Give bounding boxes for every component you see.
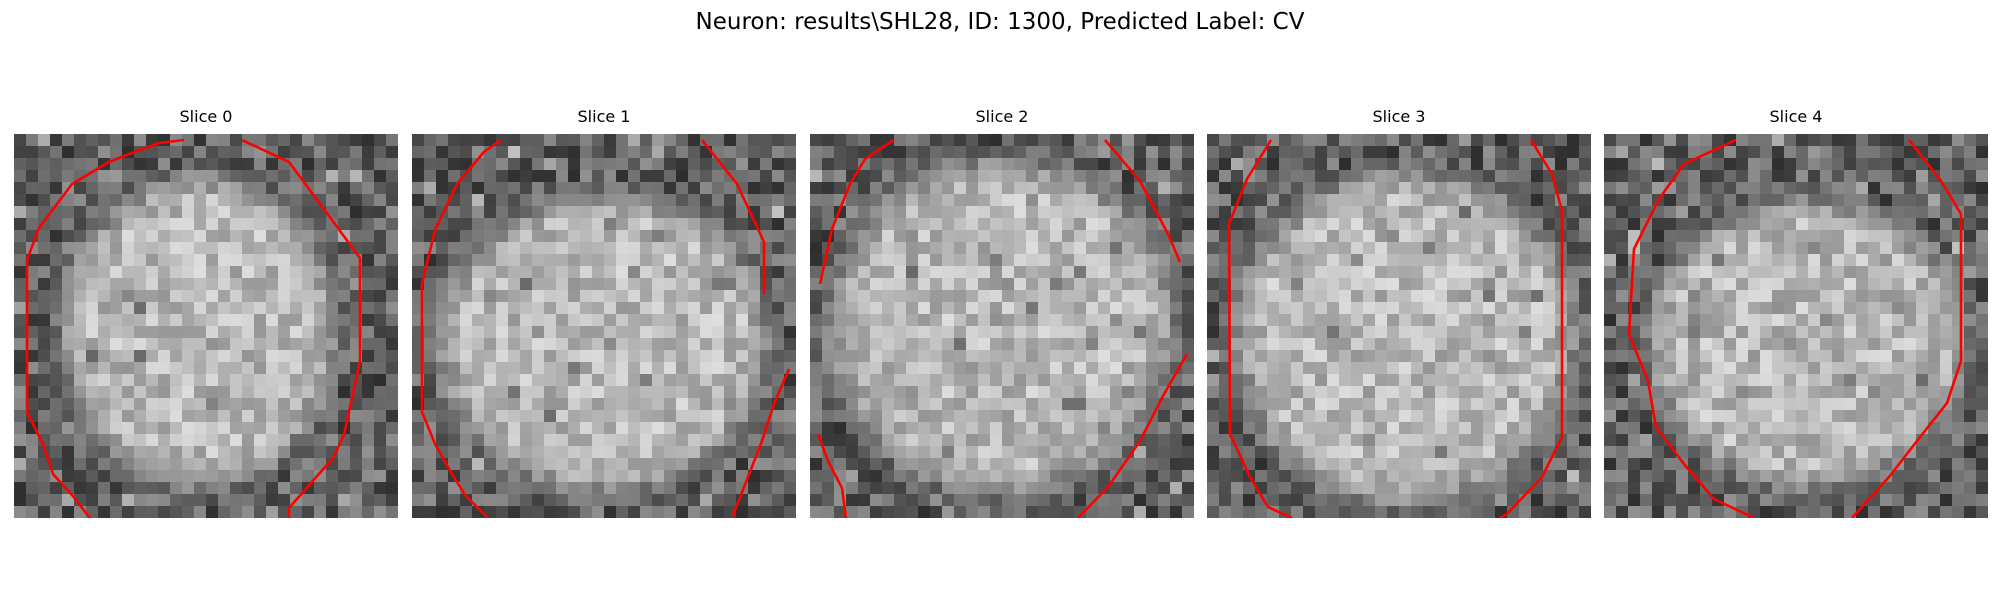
figure-title: Neuron: results\SHL28, ID: 1300, Predict… [695, 9, 1305, 35]
slice-title: Slice 2 [975, 107, 1029, 126]
slice-panel-3: Slice 3 [1207, 107, 1591, 518]
slice-image [810, 134, 1194, 518]
cell-contour-line [420, 138, 502, 518]
cell-contour-line [1627, 138, 1755, 518]
cell-contour-line [1499, 139, 1564, 518]
slice-panel-4: Slice 4 [1604, 107, 1988, 518]
cell-contour-line [730, 368, 791, 518]
cell-contour-line [816, 433, 848, 518]
slice-title: Slice 1 [577, 107, 631, 126]
slice-image [412, 134, 796, 518]
slice-title: Slice 3 [1372, 107, 1426, 126]
slice-title: Slice 0 [179, 107, 233, 126]
cell-contour-line [700, 139, 766, 294]
slice-panel-2: Slice 2 [810, 107, 1194, 518]
cell-contour-line [1077, 353, 1189, 518]
slice-image [1207, 134, 1591, 518]
slice-title: Slice 4 [1769, 107, 1823, 126]
slice-image [14, 134, 398, 518]
cell-contour-line [25, 138, 185, 518]
cell-contour-line [241, 138, 362, 518]
slice-image [1604, 134, 1988, 518]
cell-contour-line [1104, 139, 1182, 263]
slice-panel-1: Slice 1 [412, 107, 796, 518]
cell-contour-line [1851, 139, 1963, 518]
cell-contour-line [1227, 139, 1293, 518]
cell-contour-line [818, 138, 895, 285]
slice-panel-0: Slice 0 [14, 107, 398, 518]
